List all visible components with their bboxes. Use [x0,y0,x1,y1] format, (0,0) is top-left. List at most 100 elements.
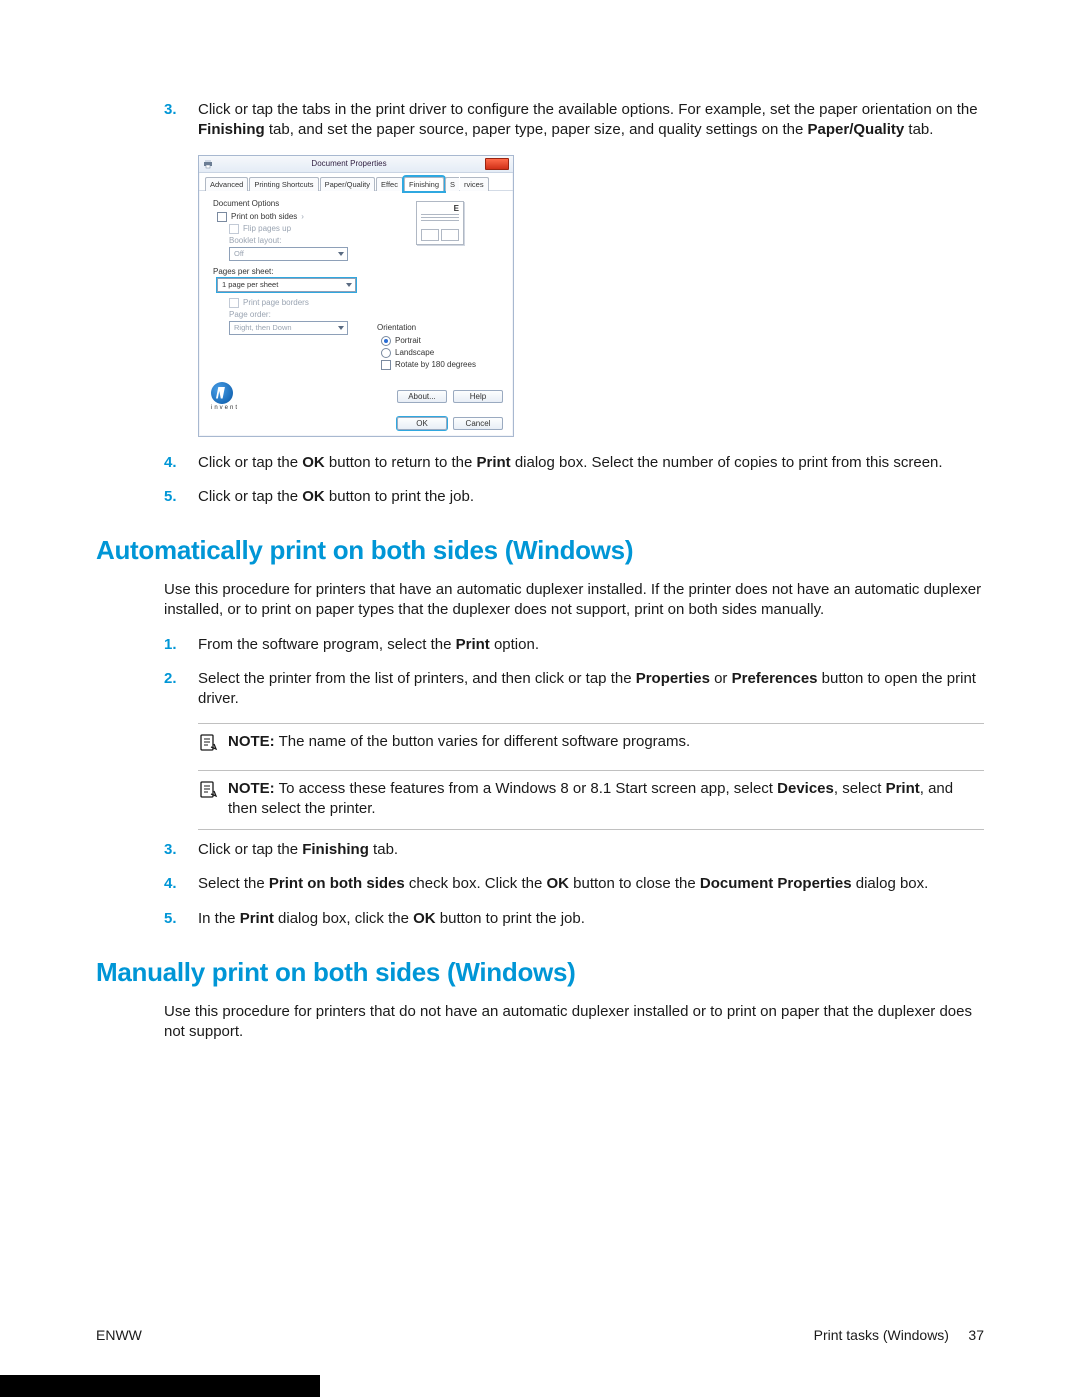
chevron-down-icon [346,283,352,287]
bold: Devices [777,780,834,797]
step-number: 5. [164,909,198,929]
preview-letter: E [454,204,459,213]
note-label: NOTE: [228,733,275,750]
dialog-titlebar: Document Properties [199,156,513,173]
checkbox-print-both-sides[interactable]: Print on both sides › [217,212,365,222]
checkbox-label: Flip pages up [243,224,291,233]
note-icon [198,732,220,759]
document-page: 3. Click or tap the tabs in the print dr… [0,0,1080,1397]
tab-paper-quality[interactable]: Paper/Quality [320,177,375,191]
steps-list-top-cont: 4. Click or tap the OK button to return … [164,453,984,508]
text: tab, and set the paper source, paper typ… [265,121,808,138]
dialog-title: Document Properties [217,159,481,168]
dialog-tabs: Advanced Printing Shortcuts Paper/Qualit… [199,173,513,191]
tab-finishing[interactable]: Finishing [404,177,444,191]
note-icon [198,779,220,820]
step-body: Click or tap the Finishing tab. [198,840,984,860]
dialog-footer: OK Cancel [199,415,513,436]
step-number: 4. [164,453,198,473]
tab-printing-shortcuts[interactable]: Printing Shortcuts [249,177,318,191]
checkbox-label: Print on both sides [231,212,297,221]
text: dialog box. Select the number of copies … [511,454,943,471]
chevron-down-icon [338,252,344,256]
step-body: From the software program, select the Pr… [198,635,984,655]
checkbox-flip-pages: Flip pages up [229,224,365,234]
dialog-left-column: Document Options Print on both sides › F… [213,199,365,372]
bold: Paper/Quality [808,121,905,138]
text: option. [490,636,539,653]
text: Click or tap the [198,488,302,505]
step-body: In the Print dialog box, click the OK bu… [198,909,984,929]
radio-landscape[interactable]: Landscape [381,348,503,358]
hp-logo-icon [211,382,233,404]
hp-invent-text: invent [211,405,239,411]
step-body: Click or tap the OK button to return to … [198,453,984,473]
checkbox-rotate-180[interactable]: Rotate by 180 degrees [381,360,503,370]
combo-booklet: Off [229,247,348,261]
chevron-down-icon [338,326,344,330]
text: check box. Click the [405,875,547,892]
bold: OK [302,454,325,471]
heading-auto-duplex: Automatically print on both sides (Windo… [96,535,984,566]
page-preview: E [416,201,464,245]
label-booklet: Booklet layout: [229,236,365,245]
about-help-row: About... Help [397,390,503,403]
step-4: 4. Click or tap the OK button to return … [164,453,984,473]
tab-services[interactable]: rvices [460,177,489,191]
cancel-button[interactable]: Cancel [453,417,503,430]
text: button to print the job. [436,910,585,927]
step-a5: 5. In the Print dialog box, click the OK… [164,909,984,929]
steps-list-top: 3. Click or tap the tabs in the print dr… [164,100,984,141]
note-label: NOTE: [228,780,275,797]
dialog-right-column: E Orientation Portrait Landscape [377,199,503,372]
dialog-body: Document Options Print on both sides › F… [199,190,513,376]
step-3: 3. Click or tap the tabs in the print dr… [164,100,984,141]
steps-auto-duplex: 1. From the software program, select the… [164,635,984,710]
text: In the [198,910,240,927]
chevron-right-icon: › [301,212,304,221]
step-body: Select the Print on both sides check box… [198,874,984,894]
text: Click or tap the [198,841,302,858]
dialog-logo-row: invent About... Help [199,376,513,415]
step-a2: 2. Select the printer from the list of p… [164,669,984,710]
bold: Properties [636,670,710,687]
steps-auto-duplex-cont: 3. Click or tap the Finishing tab. 4. Se… [164,840,984,929]
tab-advanced[interactable]: Advanced [205,177,248,191]
bold: OK [302,488,325,505]
step-number: 1. [164,635,198,655]
bold: Print [456,636,490,653]
text: button to return to the [325,454,477,471]
content-column: 3. Click or tap the tabs in the print dr… [164,100,984,1042]
tab-services-frag[interactable]: S [445,177,459,191]
note-text: NOTE: To access these features from a Wi… [228,779,984,820]
ok-button[interactable]: OK [397,417,447,430]
preview-cols [421,229,459,241]
bold: Print [240,910,274,927]
about-button[interactable]: About... [397,390,447,403]
checkbox-icon [229,298,239,308]
text: The name of the button varies for differ… [279,733,691,750]
printer-icon [203,159,213,169]
step-number: 3. [164,100,198,141]
radio-label: Landscape [395,348,434,357]
combo-pages-per-sheet[interactable]: 1 page per sheet [217,278,356,292]
bold: Print [886,780,920,797]
window-close-button[interactable] [485,158,509,170]
checkbox-label: Print page borders [243,298,309,307]
text: From the software program, select the [198,636,456,653]
tab-effects[interactable]: Effec [376,177,403,191]
text: , select [834,780,886,797]
step-number: 5. [164,487,198,507]
text: button to print the job. [325,488,474,505]
step-body: Click or tap the OK button to print the … [198,487,984,507]
help-button[interactable]: Help [453,390,503,403]
text: Click or tap the tabs in the print drive… [198,101,978,118]
footer-left: ENWW [96,1327,142,1343]
group-label-orientation: Orientation [377,323,503,332]
footer-section: Print tasks (Windows) [814,1327,949,1343]
bold: OK [546,875,569,892]
checkbox-icon [217,212,227,222]
preview-lines [421,214,459,223]
note-1: NOTE: The name of the button varies for … [198,723,984,770]
radio-portrait[interactable]: Portrait [381,336,503,346]
